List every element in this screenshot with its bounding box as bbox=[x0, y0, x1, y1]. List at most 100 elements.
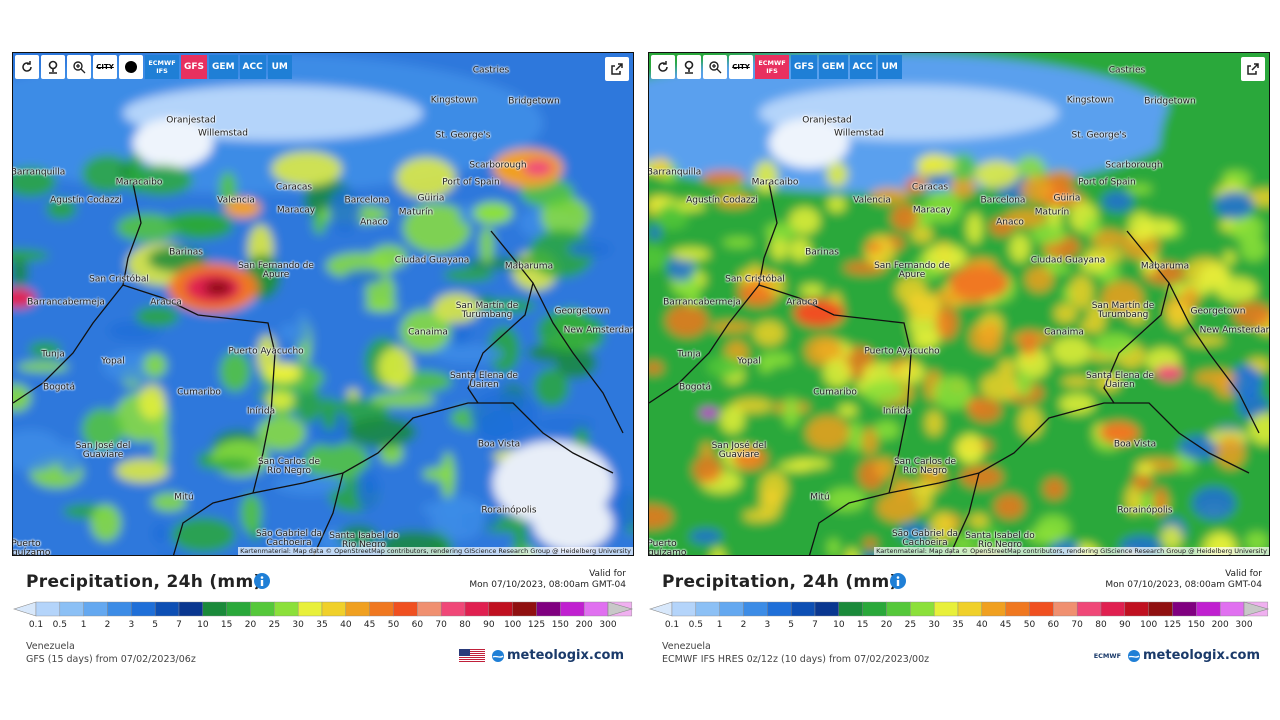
city-label: Rorainópolis bbox=[481, 505, 537, 516]
precip-cell bbox=[271, 151, 343, 187]
color-step bbox=[178, 601, 204, 617]
precip-cell bbox=[665, 304, 708, 337]
pin-button[interactable] bbox=[677, 55, 701, 79]
precip-cell bbox=[46, 198, 77, 220]
legend-tick: 5 bbox=[788, 620, 795, 630]
legend-tick: 2 bbox=[740, 620, 747, 630]
model-button[interactable]: ACC bbox=[239, 55, 266, 79]
city-button[interactable]: CITY bbox=[729, 55, 753, 79]
legend-tick: 1 bbox=[80, 620, 87, 630]
legend-tick: 90 bbox=[483, 620, 495, 630]
city-label: Rorainópolis bbox=[1117, 505, 1173, 516]
precip-cell bbox=[115, 458, 169, 483]
precip-cell bbox=[433, 293, 480, 324]
city-label: Cumaribo bbox=[813, 387, 857, 398]
precip-cell bbox=[827, 196, 847, 213]
color-step bbox=[297, 601, 323, 617]
precip-cell bbox=[430, 495, 486, 541]
city-label: San Fernando de Apure bbox=[874, 261, 950, 280]
share-button[interactable] bbox=[1241, 57, 1265, 81]
precip-cell bbox=[827, 538, 840, 555]
legend-tick: 5 bbox=[152, 620, 159, 630]
zoom-button[interactable] bbox=[703, 55, 727, 79]
city-label: Boa Vista bbox=[1113, 439, 1157, 450]
model-button[interactable]: GEM bbox=[819, 55, 848, 79]
precip-cell bbox=[968, 513, 990, 528]
glyph bbox=[492, 649, 505, 662]
precip-cell bbox=[905, 177, 926, 194]
city-label: St. George's bbox=[1071, 130, 1127, 141]
precip-core bbox=[949, 266, 1009, 300]
city-label: Barrancabermeja bbox=[27, 297, 105, 308]
city-button[interactable]: CITY bbox=[93, 55, 117, 79]
precip-cell bbox=[116, 213, 179, 242]
city-label: Maracay bbox=[276, 205, 316, 216]
legend-tick: 25 bbox=[268, 620, 281, 630]
model-button[interactable]: UM bbox=[877, 55, 902, 79]
glyph bbox=[658, 61, 668, 72]
precip-cell bbox=[378, 347, 414, 388]
toolbar: CITY ECMWF IFS GFS GEM ACC UM bbox=[651, 55, 902, 79]
precip-cell bbox=[312, 212, 326, 235]
border bbox=[758, 182, 912, 494]
glyph bbox=[611, 63, 623, 75]
dot-button[interactable] bbox=[119, 55, 143, 79]
model-button[interactable]: GEM bbox=[209, 55, 238, 79]
zoom-icon bbox=[709, 61, 722, 74]
refresh-button[interactable] bbox=[651, 55, 675, 79]
city-label: Maturín bbox=[1034, 207, 1070, 218]
pin-icon bbox=[48, 60, 58, 74]
precip-cell bbox=[863, 379, 906, 405]
city-label: Bridgetown bbox=[1144, 96, 1196, 107]
model-button[interactable]: UM bbox=[267, 55, 292, 79]
legend-tick: 60 bbox=[411, 620, 424, 630]
model-button[interactable]: GFS bbox=[181, 55, 208, 79]
precip-core bbox=[523, 159, 553, 177]
city-label: Georgetown bbox=[554, 306, 610, 317]
legend-ticks: 0.1 0.5 1 2 3 5 7 10 15 20 25 30 35 40 45 50 60 70 80 90 100… bbox=[648, 620, 1272, 632]
precip-cell bbox=[649, 245, 669, 271]
glyph bbox=[1128, 654, 1140, 658]
zoom-button[interactable] bbox=[67, 55, 91, 79]
color-step bbox=[1076, 601, 1102, 617]
precip-cell bbox=[13, 383, 32, 412]
color-arrow bbox=[1243, 601, 1270, 617]
glyph bbox=[459, 648, 471, 656]
precip-cell bbox=[343, 269, 385, 285]
precip-cell bbox=[151, 492, 187, 512]
precip-cell bbox=[930, 511, 955, 542]
precip-core bbox=[13, 288, 36, 308]
precip-cell bbox=[989, 217, 1015, 237]
glyph bbox=[684, 60, 694, 70]
model-run: GFS (15 days) from 07/02/2023/06z bbox=[26, 654, 196, 665]
model-button[interactable]: GFS bbox=[791, 55, 818, 79]
precip-cell bbox=[910, 227, 934, 244]
info-button[interactable] bbox=[254, 573, 270, 593]
precip-cell bbox=[655, 203, 689, 230]
pin-button[interactable] bbox=[41, 55, 65, 79]
glyph bbox=[896, 580, 900, 586]
legend-tick: 0.5 bbox=[688, 620, 703, 630]
border bbox=[13, 284, 124, 404]
refresh-icon bbox=[22, 61, 32, 72]
precip-cell bbox=[778, 461, 813, 472]
precip-cell bbox=[266, 390, 294, 410]
city-label: Maracay bbox=[912, 205, 952, 216]
precip-cell bbox=[1215, 277, 1258, 302]
refresh-button[interactable] bbox=[15, 55, 39, 79]
color-arrow bbox=[649, 601, 673, 617]
precip-cell bbox=[28, 341, 62, 358]
city-label: Agustín Codazzi bbox=[686, 195, 758, 206]
color-step bbox=[1172, 601, 1197, 617]
model-button[interactable]: ECMWF IFS bbox=[145, 55, 179, 79]
city-label: São Gabriel da Cachoeira bbox=[255, 529, 323, 548]
glyph bbox=[22, 61, 32, 72]
border bbox=[467, 230, 534, 404]
model-button[interactable]: ACC bbox=[849, 55, 876, 79]
legend-tick: 15 bbox=[856, 620, 869, 630]
color-step bbox=[1148, 601, 1173, 617]
info-button[interactable] bbox=[890, 573, 906, 593]
share-button[interactable] bbox=[605, 57, 629, 81]
precip-cell bbox=[925, 410, 943, 436]
model-button[interactable]: ECMWF IFS bbox=[755, 55, 789, 79]
